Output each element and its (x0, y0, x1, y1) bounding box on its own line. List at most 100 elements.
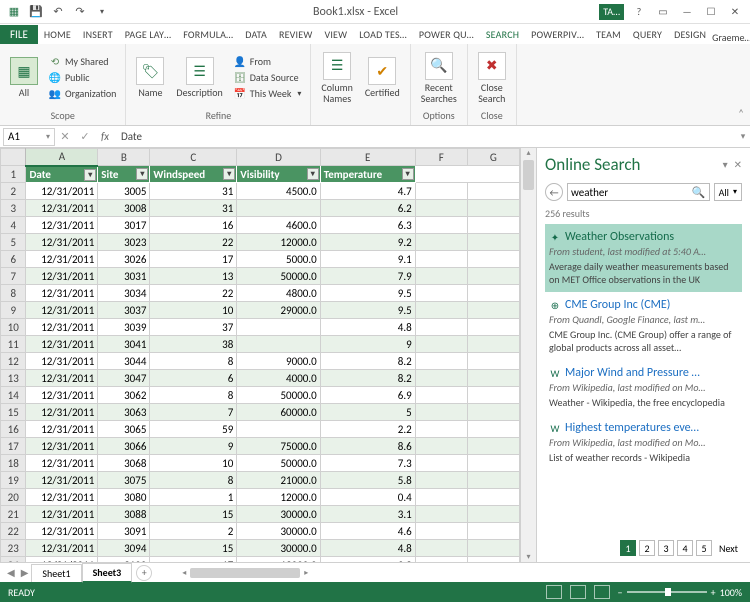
cell[interactable]: 8 (150, 387, 237, 404)
cell[interactable]: 3037 (98, 302, 150, 319)
row-header[interactable]: 1 (1, 166, 26, 183)
cell[interactable]: 4.8 (320, 540, 415, 557)
cell[interactable]: 17 (150, 557, 237, 563)
cell[interactable]: 4800.0 (237, 285, 320, 302)
row-header[interactable]: 8 (1, 285, 26, 302)
tab-query[interactable]: QUERY (627, 25, 668, 44)
cell[interactable]: 3100 (98, 557, 150, 563)
tab-insert[interactable]: INSERT (77, 25, 119, 44)
cell[interactable]: 3008 (98, 200, 150, 217)
pager-next[interactable]: Next (715, 542, 742, 555)
cell[interactable]: 3017 (98, 217, 150, 234)
cell[interactable]: 3080 (98, 489, 150, 506)
view-normal-button[interactable] (546, 585, 562, 599)
fx-button[interactable]: fx (95, 130, 115, 143)
refine-source-button[interactable]: 🗄Data Source (231, 70, 305, 85)
cell[interactable]: 17 (150, 251, 237, 268)
view-pagebreak-button[interactable] (594, 585, 610, 599)
cell[interactable]: 12/31/2011 (26, 302, 98, 319)
cell[interactable]: 5.8 (320, 472, 415, 489)
cell[interactable]: 4000.0 (237, 370, 320, 387)
cell[interactable]: 4600.0 (237, 217, 320, 234)
add-sheet-button[interactable]: + (136, 565, 152, 581)
cell[interactable]: 0.4 (320, 489, 415, 506)
cell[interactable]: 12/31/2011 (26, 285, 98, 302)
cell[interactable]: 7.3 (320, 455, 415, 472)
table-header[interactable]: Temperature▾ (320, 166, 415, 183)
cell[interactable]: 3034 (98, 285, 150, 302)
cell[interactable]: 7.9 (320, 268, 415, 285)
cell[interactable]: 3068 (98, 455, 150, 472)
row-header[interactable]: 10 (1, 319, 26, 336)
cell[interactable]: 9.5 (320, 285, 415, 302)
cell[interactable]: 9 (150, 438, 237, 455)
save-icon[interactable]: 💾 (28, 4, 44, 20)
pane-menu-icon[interactable]: ▾ (723, 158, 728, 171)
cell[interactable]: 22 (150, 285, 237, 302)
column-names-button[interactable]: ☰Column Names (317, 50, 356, 106)
cell[interactable]: 3047 (98, 370, 150, 387)
cell[interactable]: 12/31/2011 (26, 506, 98, 523)
cell[interactable]: 3023 (98, 234, 150, 251)
tab-pagelay[interactable]: PAGE LAY… (119, 25, 177, 44)
row-header[interactable]: 14 (1, 387, 26, 404)
cell[interactable]: 50000.0 (237, 268, 320, 285)
row-header[interactable]: 5 (1, 234, 26, 251)
cell[interactable]: 22 (150, 234, 237, 251)
cell[interactable]: 13 (150, 268, 237, 285)
cell[interactable]: 9.5 (320, 302, 415, 319)
cell[interactable]: 2.2 (320, 421, 415, 438)
cell[interactable]: 9.2 (320, 557, 415, 563)
cell[interactable]: 30000.0 (237, 523, 320, 540)
cell[interactable]: 31 (150, 200, 237, 217)
file-tab[interactable]: FILE (0, 25, 38, 44)
cell[interactable]: 12/31/2011 (26, 217, 98, 234)
cell[interactable]: 3091 (98, 523, 150, 540)
zoom-slider[interactable]: −+ 100% (618, 586, 742, 599)
cell[interactable]: 12/31/2011 (26, 489, 98, 506)
cell[interactable]: 8.6 (320, 438, 415, 455)
cell[interactable]: 3005 (98, 183, 150, 200)
formula-input[interactable]: Date (115, 130, 736, 143)
tab-team[interactable]: TEAM (590, 25, 627, 44)
cell[interactable] (237, 421, 320, 438)
undo-icon[interactable]: ↶ (50, 4, 66, 20)
cell[interactable]: 8.2 (320, 353, 415, 370)
row-header[interactable]: 24 (1, 557, 26, 563)
cell[interactable]: 3075 (98, 472, 150, 489)
qat-dropdown-icon[interactable]: ▾ (94, 4, 110, 20)
cell[interactable]: 2 (150, 523, 237, 540)
tab-design[interactable]: DESIGN (668, 25, 712, 44)
cell[interactable]: 6.3 (320, 217, 415, 234)
table-header[interactable]: Visibility▾ (237, 166, 320, 183)
pager-page[interactable]: 3 (658, 540, 674, 556)
cell[interactable]: 3065 (98, 421, 150, 438)
search-result[interactable]: WMajor Wind and Pressure …From Wikipedia… (545, 360, 742, 415)
cell[interactable]: 5000.0 (237, 251, 320, 268)
cell[interactable]: 37 (150, 319, 237, 336)
tab-view[interactable]: VIEW (318, 25, 353, 44)
addins-badge[interactable]: TA… (599, 4, 624, 20)
cell[interactable]: 21000.0 (237, 472, 320, 489)
cell[interactable]: 12/31/2011 (26, 319, 98, 336)
close-search-button[interactable]: ✖Close Search (474, 50, 510, 106)
cell[interactable]: 5 (320, 404, 415, 421)
sheet-nav-right[interactable]: ▶ (18, 566, 32, 579)
name-box[interactable]: A1▾ (3, 128, 55, 146)
col-header[interactable]: G (467, 149, 519, 166)
cell[interactable]: 3062 (98, 387, 150, 404)
cell[interactable]: 4.7 (320, 183, 415, 200)
cell[interactable]: 12/31/2011 (26, 353, 98, 370)
tab-loadtes[interactable]: LOAD TES… (353, 25, 413, 44)
cell[interactable] (237, 200, 320, 217)
col-header[interactable]: B (98, 149, 150, 166)
cell[interactable]: 3026 (98, 251, 150, 268)
filter-dropdown-icon[interactable]: ▾ (402, 168, 414, 180)
cell[interactable]: 3039 (98, 319, 150, 336)
cell[interactable]: 50000.0 (237, 455, 320, 472)
cell[interactable]: 12/31/2011 (26, 183, 98, 200)
cell[interactable]: 8 (150, 353, 237, 370)
cell[interactable]: 12/31/2011 (26, 421, 98, 438)
cell[interactable]: 12000.0 (237, 234, 320, 251)
cell[interactable]: 12/31/2011 (26, 404, 98, 421)
